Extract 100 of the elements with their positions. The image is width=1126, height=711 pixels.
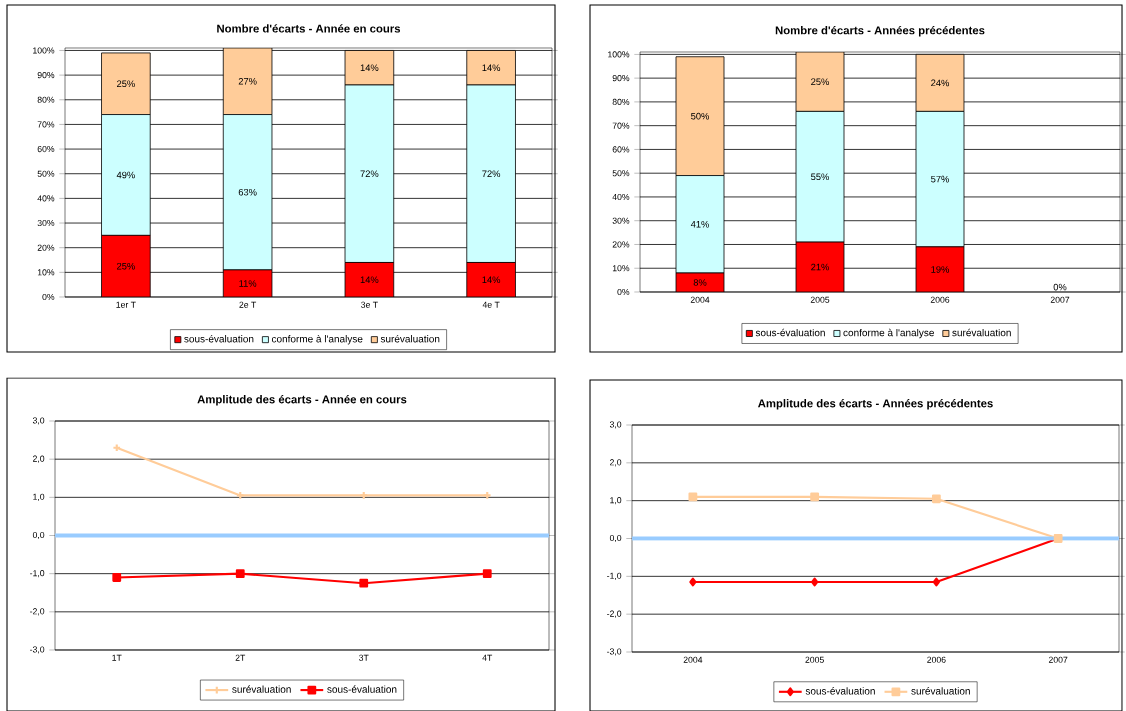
data-label: 50% (691, 112, 710, 120)
point (689, 577, 697, 587)
chart-title: Nombre d'écarts - Années précédentes (775, 25, 985, 37)
x-tick-label: 2004 (690, 296, 710, 303)
bar (915, 53, 965, 112)
y-tick-label: 10% (612, 265, 630, 272)
data-label: 25% (117, 80, 135, 88)
x-tick-label: 1T (112, 654, 122, 661)
y-tick-label: 60% (612, 146, 630, 153)
y-tick-label: 70% (37, 121, 55, 128)
legend-label: conforme à l'analyse (843, 328, 934, 339)
y-tick-label: -3,0 (607, 648, 622, 656)
y-tick-label: 30% (612, 217, 630, 224)
legend-label: surévaluation (911, 687, 970, 695)
point (810, 492, 820, 502)
x-tick-label: 2004 (683, 656, 703, 663)
x-tick-label: 2e T (239, 301, 257, 308)
x-tick-label: 2005 (805, 656, 824, 663)
bar (915, 246, 965, 292)
data-label: 57% (931, 175, 950, 183)
y-tick-label: -2,0 (30, 608, 45, 616)
point (112, 573, 122, 582)
x-tick-label: 2006 (930, 296, 950, 303)
x-tick-label: 3T (359, 654, 369, 661)
x-tick-label: 2007 (1048, 656, 1068, 663)
data-label: 14% (360, 276, 379, 284)
y-tick-label: -1,0 (30, 570, 45, 578)
y-tick-label: 90% (37, 72, 55, 79)
x-tick-label: 1er T (116, 301, 136, 308)
data-label: 21% (811, 263, 830, 271)
bar (675, 56, 725, 176)
y-tick-label: 100% (33, 47, 55, 54)
chart-title: Nombre d'écarts - Année en cours (217, 24, 401, 33)
y-tick-label: 2,0 (33, 455, 45, 463)
data-label: 14% (482, 276, 501, 284)
y-tick-label: 10% (37, 269, 55, 276)
y-tick-label: 80% (612, 98, 630, 105)
y-tick-label: 50% (37, 170, 55, 177)
y-tick-label: 3,0 (32, 417, 45, 425)
bar (795, 241, 845, 292)
y-tick-label: 100% (608, 51, 630, 58)
data-label: 55% (811, 173, 830, 181)
data-label: 11% (239, 280, 257, 287)
data-label: 72% (482, 170, 501, 178)
y-tick-label: -3,0 (30, 646, 45, 654)
y-tick-label: 70% (612, 122, 630, 129)
y-tick-label: -1,0 (607, 572, 622, 580)
data-label: 63% (238, 188, 257, 196)
y-tick-label: 0,0 (609, 534, 622, 543)
y-tick-label: 40% (37, 195, 55, 202)
data-label: 14% (482, 64, 501, 71)
legend-label: surévaluation (952, 328, 1011, 337)
data-label: 72% (360, 170, 379, 178)
data-label: 19% (931, 266, 950, 273)
y-tick-label: 40% (612, 193, 630, 201)
legend-label: surévaluation (380, 334, 440, 343)
y-tick-label: -2,0 (607, 610, 622, 618)
legend-label: sous-évaluation (327, 685, 397, 693)
data-label: 49% (116, 171, 135, 179)
y-tick-label: 0% (42, 293, 55, 301)
data-label: 8% (693, 279, 707, 286)
point (235, 569, 245, 579)
y-tick-label: 80% (37, 96, 55, 103)
x-tick-label: 4T (482, 654, 493, 661)
x-tick-label: 2007 (1050, 296, 1070, 303)
data-label: 27% (238, 78, 257, 85)
legend-label: sous-évaluation (805, 687, 875, 695)
legend-label: surévaluation (232, 685, 291, 693)
y-tick-label: 0,0 (32, 531, 45, 540)
x-tick-label: 2005 (810, 296, 830, 303)
data-label: 0% (1053, 283, 1067, 291)
legend-label: sous-évaluation (755, 328, 825, 337)
y-tick-label: 2,0 (610, 459, 622, 467)
x-tick-label: 4e T (482, 301, 500, 308)
y-tick-label: 20% (37, 244, 55, 251)
legend-label: sous-évaluation (184, 334, 254, 343)
data-label: 25% (811, 78, 830, 85)
point (482, 569, 492, 579)
y-tick-label: 60% (37, 146, 55, 153)
point (811, 577, 819, 587)
y-tick-label: 0% (617, 288, 630, 296)
data-label: 24% (931, 79, 950, 87)
data-label: 25% (117, 262, 135, 270)
chart-title: Amplitude des écarts - Années précédentes (758, 398, 993, 410)
y-tick-label: 1,0 (33, 493, 45, 501)
y-tick-label: 3,0 (609, 421, 622, 429)
y-tick-label: 50% (612, 170, 630, 177)
legend-label: conforme à l'analyse (271, 334, 363, 345)
y-tick-label: 90% (612, 75, 630, 82)
x-tick-label: 2006 (927, 656, 946, 663)
data-label: 14% (360, 64, 379, 71)
x-tick-label: 2T (235, 654, 246, 661)
point (688, 492, 698, 502)
chart-title: Amplitude des écarts - Année en cours (197, 394, 407, 406)
y-tick-label: 1,0 (610, 497, 622, 505)
y-tick-label: 20% (612, 241, 630, 248)
point (359, 578, 369, 588)
y-tick-label: 30% (37, 219, 55, 227)
point (931, 494, 941, 504)
bar (795, 52, 845, 112)
